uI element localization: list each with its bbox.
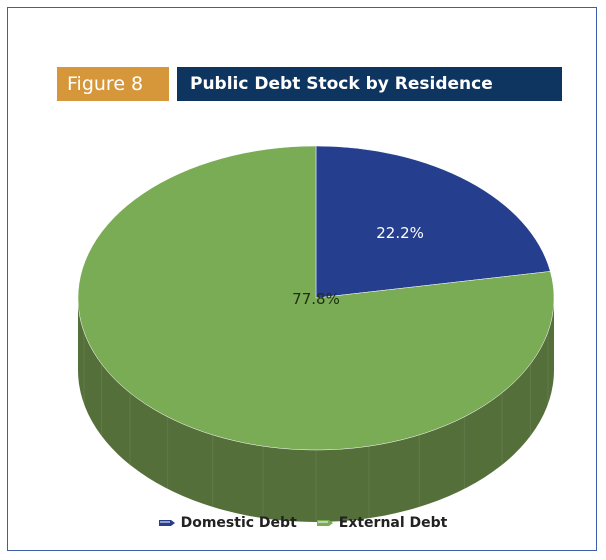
- legend-label-external: External Debt: [338, 515, 448, 531]
- figure-title: Public Debt Stock by Residence: [177, 67, 562, 101]
- figure-number: Figure 8: [57, 67, 169, 101]
- legend-label-domestic: Domestic Debt: [180, 515, 297, 531]
- pie-slice-external-debt: [77, 145, 555, 451]
- legend-swatch-external: [316, 519, 333, 527]
- pie-side-external-debt: [78, 298, 554, 522]
- legend-item-external: External Debt: [316, 515, 448, 531]
- legend: Domestic Debt External Debt: [0, 513, 606, 533]
- data-label-external-debt: 77.8%: [292, 290, 340, 308]
- pie-side-group: [78, 298, 554, 522]
- pie-top-group: [77, 145, 555, 451]
- legend-item-domestic: Domestic Debt: [158, 515, 297, 531]
- legend-swatch-domestic: [158, 519, 175, 527]
- data-label-domestic-debt: 22.2%: [376, 224, 424, 242]
- pie-slice-domestic-debt: [315, 145, 551, 299]
- pie-labels-group: 22.2% 77.8%: [292, 224, 424, 308]
